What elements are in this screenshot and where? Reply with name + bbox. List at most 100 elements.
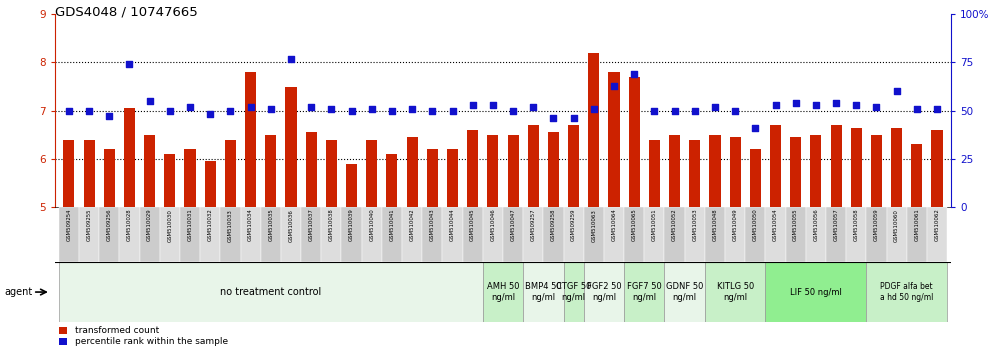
Point (687, 108, 703, 113)
Bar (84, 139, 95, 207)
Legend: transformed count, percentile rank within the sample: transformed count, percentile rank withi… (60, 326, 228, 346)
Point (768, 102, 784, 108)
Bar (265, 135, 276, 207)
Bar (184, 149, 195, 207)
Text: GSM510064: GSM510064 (612, 209, 617, 241)
Text: GSM510040: GSM510040 (370, 209, 374, 241)
FancyBboxPatch shape (523, 262, 564, 322)
Point (747, 125, 763, 131)
Point (61, 108, 77, 113)
Text: LIF 50 ng/ml: LIF 50 ng/ml (790, 287, 842, 297)
Point (81, 108, 97, 113)
FancyBboxPatch shape (806, 207, 826, 262)
Bar (811, 135, 822, 207)
Point (263, 106, 279, 112)
FancyBboxPatch shape (523, 207, 544, 262)
Point (707, 104, 723, 110)
Text: GSM510050: GSM510050 (753, 209, 758, 241)
Point (525, 104, 541, 110)
FancyBboxPatch shape (59, 207, 79, 262)
Bar (589, 53, 600, 207)
Text: GSM510043: GSM510043 (430, 209, 435, 241)
FancyBboxPatch shape (786, 207, 806, 262)
Bar (225, 139, 236, 207)
Bar (831, 125, 842, 207)
Point (566, 115, 582, 121)
Text: GSM510049: GSM510049 (733, 209, 738, 241)
Bar (730, 137, 741, 207)
Bar (628, 77, 639, 207)
FancyBboxPatch shape (139, 207, 159, 262)
Text: GSM510036: GSM510036 (289, 209, 294, 242)
Point (485, 102, 501, 108)
FancyBboxPatch shape (766, 207, 786, 262)
Text: GSM510037: GSM510037 (309, 209, 314, 241)
Point (283, 56, 299, 61)
Point (404, 106, 420, 112)
Point (384, 108, 400, 113)
Bar (528, 125, 539, 207)
Bar (386, 154, 397, 207)
Text: GSM510046: GSM510046 (490, 209, 495, 241)
Bar (164, 154, 175, 207)
FancyBboxPatch shape (503, 207, 523, 262)
Point (869, 104, 884, 110)
FancyBboxPatch shape (564, 262, 584, 322)
FancyBboxPatch shape (79, 207, 100, 262)
FancyBboxPatch shape (462, 207, 483, 262)
Text: GSM510035: GSM510035 (268, 209, 273, 241)
Point (424, 108, 440, 113)
FancyBboxPatch shape (544, 207, 564, 262)
Bar (467, 130, 478, 207)
Bar (406, 137, 417, 207)
Point (122, 62, 137, 67)
FancyBboxPatch shape (301, 207, 322, 262)
FancyBboxPatch shape (200, 207, 220, 262)
Point (546, 115, 562, 121)
Bar (104, 149, 115, 207)
Bar (609, 72, 620, 207)
Text: GSM509255: GSM509255 (87, 209, 92, 241)
Point (444, 108, 460, 113)
FancyBboxPatch shape (644, 207, 664, 262)
Point (727, 108, 743, 113)
Text: GSM510044: GSM510044 (450, 209, 455, 241)
FancyBboxPatch shape (584, 207, 604, 262)
Text: GSM510042: GSM510042 (409, 209, 414, 241)
Bar (648, 139, 660, 207)
FancyBboxPatch shape (624, 262, 664, 322)
Point (606, 83, 622, 88)
FancyBboxPatch shape (281, 207, 301, 262)
Text: GSM510055: GSM510055 (793, 209, 798, 241)
Text: GSM509258: GSM509258 (551, 209, 556, 241)
FancyBboxPatch shape (927, 207, 947, 262)
Bar (911, 144, 922, 207)
Point (222, 108, 238, 113)
Point (788, 100, 804, 106)
FancyBboxPatch shape (847, 207, 867, 262)
Text: GSM510061: GSM510061 (914, 209, 919, 241)
Text: GSM510031: GSM510031 (187, 209, 192, 241)
Text: GSM510039: GSM510039 (349, 209, 354, 241)
Text: GSM510058: GSM510058 (854, 209, 859, 241)
Bar (669, 135, 680, 207)
Text: GSM510062: GSM510062 (934, 209, 939, 241)
FancyBboxPatch shape (120, 207, 139, 262)
FancyBboxPatch shape (220, 207, 240, 262)
Bar (790, 137, 801, 207)
Text: GSM510029: GSM510029 (147, 209, 152, 241)
Text: FGF7 50
ng/ml: FGF7 50 ng/ml (626, 282, 661, 302)
FancyBboxPatch shape (240, 207, 261, 262)
FancyBboxPatch shape (886, 207, 906, 262)
FancyBboxPatch shape (322, 207, 342, 262)
Text: GSM509256: GSM509256 (107, 209, 112, 241)
FancyBboxPatch shape (906, 207, 927, 262)
Text: GSM510060: GSM510060 (894, 209, 899, 242)
Bar (326, 139, 337, 207)
Point (162, 108, 178, 113)
FancyBboxPatch shape (261, 207, 281, 262)
Text: GSM510059: GSM510059 (873, 209, 879, 241)
FancyBboxPatch shape (422, 207, 442, 262)
Text: GSM510053: GSM510053 (692, 209, 697, 241)
Point (849, 102, 865, 108)
